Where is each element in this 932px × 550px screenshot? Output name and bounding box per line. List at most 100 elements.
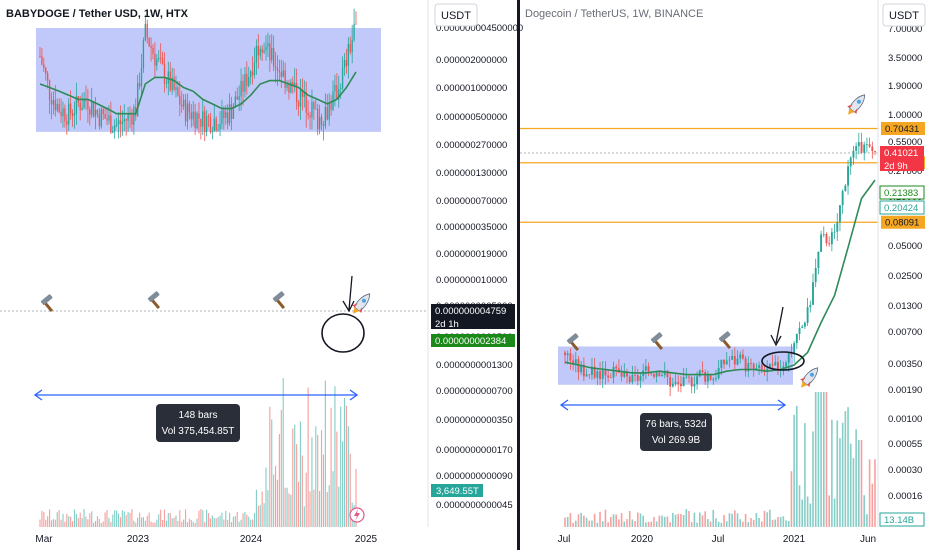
x-tick-label: Jun <box>860 534 876 545</box>
right-pane-title: Dogecoin / TetherUS, 1W, BINANCE <box>525 8 703 20</box>
candle-body <box>318 116 321 130</box>
left-currency-button[interactable]: USDT <box>434 3 478 27</box>
candle-body <box>278 70 281 73</box>
candle-body <box>343 60 346 68</box>
volume-bar <box>636 512 639 527</box>
candle-body <box>747 363 750 372</box>
candle-body <box>271 48 273 61</box>
candle-body <box>98 113 101 127</box>
volume-bar <box>615 514 618 527</box>
volume-bar <box>701 515 704 527</box>
volume-bar <box>626 519 628 527</box>
candle-body <box>650 373 653 375</box>
candle-body <box>671 383 674 387</box>
x-tick-label: Jul <box>558 534 571 545</box>
candle-body <box>186 103 189 122</box>
y-tick-label: 0.0000000000700 <box>436 386 513 397</box>
candle-body <box>564 352 566 356</box>
y-tick-label: 3.50000 <box>888 53 922 64</box>
candle-body <box>119 120 122 124</box>
candle-body <box>334 85 336 92</box>
candle-body <box>825 233 828 244</box>
volume-bar <box>70 516 72 527</box>
candle-body <box>599 371 601 379</box>
volume-bar <box>564 517 566 527</box>
volume-bar <box>725 521 728 527</box>
candle-body <box>64 108 66 122</box>
left-pane: 148 bars Vol 375,454.85T <box>0 0 524 545</box>
candle-body <box>809 304 812 308</box>
candle-body <box>588 374 591 376</box>
volume-bar <box>296 444 298 527</box>
candle-body <box>225 112 227 118</box>
candle-body <box>696 376 699 385</box>
down-arrow-annotation <box>770 306 784 347</box>
left-price-value: 0.000000004759 <box>435 306 506 317</box>
volume-bar <box>303 506 305 527</box>
volume-bar <box>91 511 93 527</box>
x-tick-label: Mar <box>35 534 53 545</box>
y-tick-label: 0.55000 <box>888 137 922 148</box>
volume-bar <box>140 517 143 527</box>
volume-bar <box>160 509 162 527</box>
volume-bar <box>41 510 43 527</box>
candle-body <box>192 111 194 120</box>
volume-bar <box>217 517 219 527</box>
volume-bar <box>202 510 204 527</box>
candle-body <box>230 104 233 119</box>
volume-bar <box>244 511 246 527</box>
volume-bar <box>250 519 252 527</box>
y-tick-label: 0.02500 <box>888 271 922 282</box>
right-currency-button[interactable]: USDT <box>882 3 926 27</box>
volume-bar <box>213 518 215 527</box>
rocket-icon <box>847 94 866 115</box>
right-range-box: 76 bars, 532d Vol 269.9B <box>640 413 712 451</box>
volume-bar <box>252 519 254 527</box>
y-tick-label: 0.000000019000 <box>436 249 507 260</box>
candle-body <box>871 146 874 151</box>
y-tick-label: 0.0000000000170 <box>436 445 513 456</box>
candle-body <box>623 371 626 377</box>
candle-body <box>244 73 246 92</box>
volume-bar <box>585 517 588 527</box>
volume-bar <box>137 517 139 527</box>
pane-divider[interactable] <box>517 0 520 550</box>
volume-bar <box>707 519 709 527</box>
left-pane-title: BABYDOGE / Tether USD, 1W, HTX <box>6 8 189 20</box>
volume-bar <box>315 426 317 527</box>
candle-body <box>198 113 200 119</box>
volume-bar <box>739 519 742 527</box>
candle-body <box>860 142 863 153</box>
volume-bar <box>161 520 164 527</box>
volume-bar <box>347 426 349 527</box>
candle-body <box>798 327 801 334</box>
volume-bar <box>822 392 825 527</box>
volume-bar <box>747 522 750 527</box>
volume-bar <box>139 512 141 527</box>
candle-body <box>274 66 277 69</box>
candle-body <box>793 343 796 355</box>
volume-bar <box>736 513 739 527</box>
volume-bar <box>194 522 196 527</box>
candle-body <box>739 354 742 359</box>
candle-body <box>341 67 344 89</box>
volume-bar <box>696 522 698 527</box>
candle-body <box>163 63 166 84</box>
candle-body <box>292 81 294 87</box>
volume-bar <box>278 434 280 527</box>
candle-body <box>205 116 208 132</box>
volume-bar <box>655 521 658 527</box>
candle-body <box>62 108 64 117</box>
volume-bar <box>77 517 79 527</box>
volume-bar <box>71 521 74 527</box>
left-range-vol: Vol 375,454.85T <box>162 426 235 437</box>
volume-bar <box>165 520 167 527</box>
candle-body <box>814 267 817 283</box>
candle-body <box>693 384 696 387</box>
candle-body <box>828 243 831 245</box>
rocket-icon <box>800 367 819 388</box>
y-tick-label: 0.000000130000 <box>436 168 507 179</box>
volume-bar <box>267 490 269 527</box>
candle-body <box>200 118 202 127</box>
left-range-bars: 148 bars <box>179 410 218 421</box>
